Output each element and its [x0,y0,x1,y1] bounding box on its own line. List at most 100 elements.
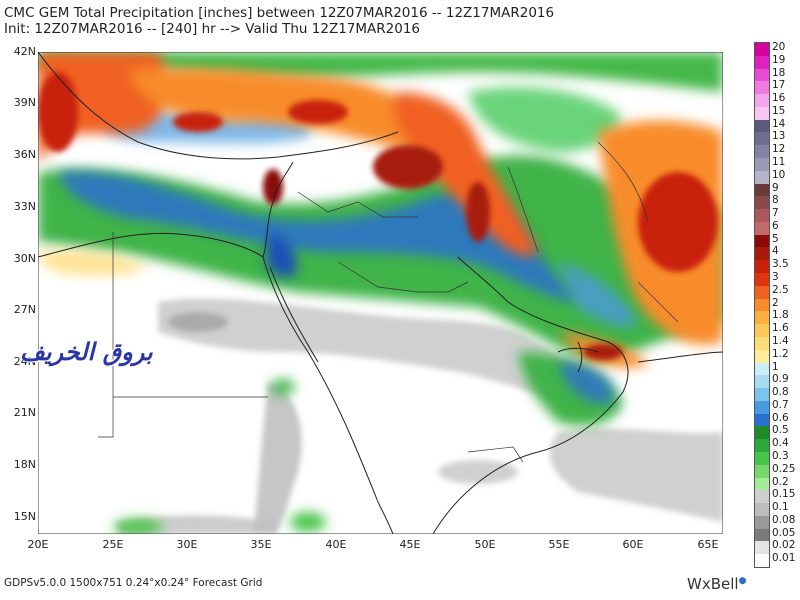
legend-swatch [755,375,769,389]
legend-label: 2.5 [772,283,789,296]
legend-swatch [755,260,769,274]
legend-swatch [755,311,769,325]
lon-label: 25E [102,538,124,551]
legend-swatch [755,541,769,555]
lat-label: 18N [13,458,36,471]
lon-label: 45E [399,538,421,551]
lat-label: 21N [13,406,36,419]
lat-label: 30N [13,252,36,265]
legend-label: 0.25 [772,462,796,475]
legend-label: 0.08 [772,513,796,526]
lat-label: 39N [13,96,36,109]
legend-swatch [755,324,769,338]
legend-swatch [755,515,769,529]
legend-label: 0.9 [772,373,789,386]
legend-swatch [755,349,769,363]
legend-label: 11 [772,156,786,169]
legend-label: 0.7 [772,398,789,411]
legend-swatch [755,298,769,312]
light-precip-layer [118,298,723,534]
legend-label: 4 [772,245,779,258]
legend-swatch [755,451,769,465]
legend-swatch [755,490,769,504]
legend-label: 19 [772,53,786,66]
legend-label: 1.6 [772,322,789,335]
legend-label: 18 [772,66,786,79]
lon-label: 35E [250,538,272,551]
brand-name: WxBell [687,575,739,593]
legend-swatch [755,196,769,210]
legend-label: 0.5 [772,424,789,437]
legend-swatch [755,464,769,478]
chart-title-line1: CMC GEM Total Precipitation [inches] bet… [4,5,555,21]
legend-swatch [755,209,769,223]
legend-swatch [755,503,769,517]
legend-swatch [755,336,769,350]
legend-label: 0.05 [772,526,796,539]
brand-dot-icon: ● [738,576,747,586]
legend-swatch [755,439,769,453]
lon-label: 30E [176,538,198,551]
legend-swatch [755,362,769,376]
color-legend [754,42,770,568]
legend-swatch [755,477,769,491]
legend-swatch [755,55,769,69]
lat-label: 27N [13,303,36,316]
lon-label: 55E [548,538,570,551]
legend-label: 15 [772,104,786,117]
legend-swatch [755,273,769,287]
legend-swatch [755,106,769,120]
legend-label: 0.01 [772,552,796,565]
legend-swatch [755,400,769,414]
legend-swatch [755,554,769,568]
legend-label: 3 [772,271,779,284]
legend-swatch [755,158,769,172]
legend-label: 0.1 [772,501,789,514]
lon-label: 65E [697,538,719,551]
country-borders [98,141,679,463]
legend-swatch [755,145,769,159]
legend-swatch [755,285,769,299]
legend-label: 0.3 [772,449,789,462]
brand-logo: WxBell● [687,575,746,593]
legend-label: 2 [772,296,779,309]
legend-label: 0.4 [772,437,789,450]
lat-label: 36N [13,148,36,161]
lon-label: 50E [474,538,496,551]
legend-swatch [755,43,769,56]
legend-label: 14 [772,117,786,130]
legend-swatch [755,81,769,95]
legend-label: 9 [772,181,779,194]
legend-swatch [755,234,769,248]
legend-label: 8 [772,194,779,207]
lat-label: 15N [13,510,36,523]
legend-swatch [755,247,769,261]
legend-label: 13 [772,130,786,143]
legend-label: 6 [772,219,779,232]
legend-swatch [755,426,769,440]
legend-swatch [755,94,769,108]
lat-label: 33N [13,200,36,213]
legend-swatch [755,183,769,197]
legend-label: 0.8 [772,386,789,399]
legend-label: 20 [772,41,786,53]
lon-label: 40E [325,538,347,551]
precipitation-map [38,52,723,534]
legend-label: 0.15 [772,488,796,501]
coastlines [38,52,723,534]
legend-label: 0.02 [772,539,796,552]
chart-title-line2: Init: 12Z07MAR2016 -- [240] hr --> Valid… [4,21,421,37]
legend-label: 1.2 [772,347,789,360]
legend-label: 12 [772,143,786,156]
legend-swatch [755,132,769,146]
legend-swatch [755,528,769,542]
lon-label: 20E [27,538,49,551]
legend-swatch [755,119,769,133]
legend-label: 3.5 [772,258,789,271]
watermark-text: بروق الخريف [20,337,153,366]
legend-swatch [755,170,769,184]
legend-swatch [755,388,769,402]
extreme-precip-layer [38,72,718,360]
footer-info: GDPSv5.0.0 1500x751 0.24°x0.24° Forecast… [4,577,263,589]
legend-swatch [755,68,769,82]
